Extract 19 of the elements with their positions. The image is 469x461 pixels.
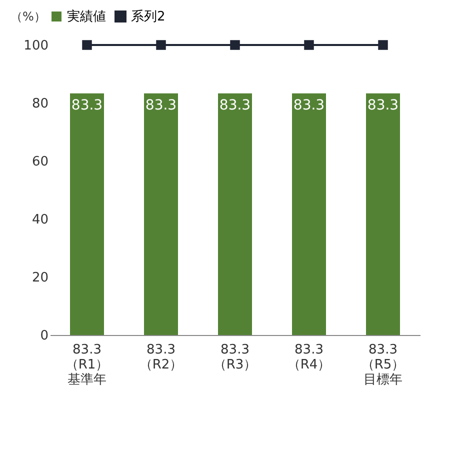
y-tick-label: 20 <box>32 270 48 286</box>
data-label: 83.3 <box>219 97 251 114</box>
y-axis-title: （%） <box>10 10 46 24</box>
x-tick-label: 83.3 （R3） <box>213 342 257 372</box>
y-tick-label: 0 <box>40 328 48 344</box>
legend-label: 実績値 <box>67 8 106 24</box>
x-tick-label: 83.3 （R4） <box>287 342 331 372</box>
x-tick-label: 83.3 （R5）目標年 <box>361 342 405 388</box>
x-tick-label: 83.3 （R2） <box>139 342 183 372</box>
data-label: 83.3 <box>145 97 177 114</box>
data-label: 83.3 <box>71 97 103 114</box>
data-label: 83.3 <box>367 97 399 114</box>
legend-label: 系列2 <box>131 10 166 24</box>
data-label: 83.3 <box>293 97 325 114</box>
x-tick-label: 83.3 （R1）基準年 <box>65 342 109 388</box>
y-tick-label: 40 <box>32 212 48 228</box>
y-tick-label: 100 <box>24 38 48 54</box>
y-tick-label: 60 <box>32 154 48 170</box>
y-tick-label: 80 <box>32 96 48 112</box>
